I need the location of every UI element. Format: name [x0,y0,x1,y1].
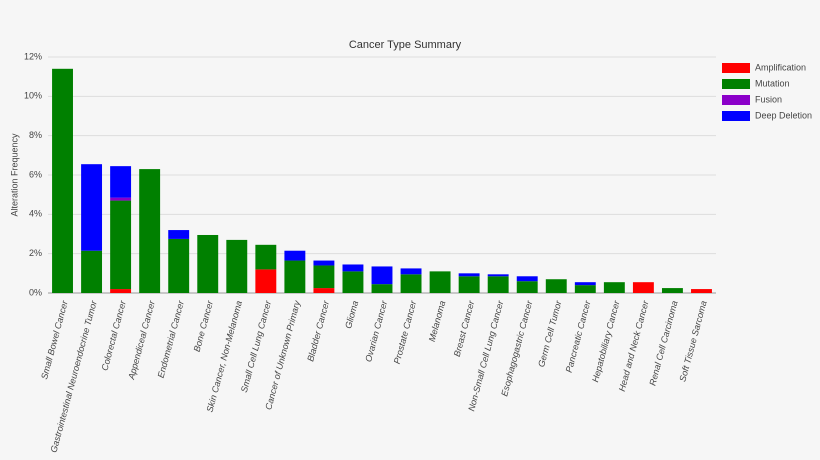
x-tick-label: Prostate Cancer [392,299,419,365]
x-tick-label: Melanoma [427,300,448,343]
legend-label: Amplification [755,62,806,72]
bar-segment [197,234,219,293]
bar-segment [603,282,625,293]
y-tick-label: 2% [29,248,42,258]
bar-segment [487,274,509,277]
x-tick-label: Breast Cancer [452,299,477,358]
y-tick-label: 4% [29,209,42,219]
x-tick-label: Bone Cancer [192,299,216,353]
bar-segment [429,271,451,293]
bar-segment [110,200,132,290]
x-tick-label: Small Bowel Cancer [39,299,70,381]
chart-title: Cancer Type Summary [349,39,462,51]
y-tick-label: 10% [24,91,42,101]
bar-segment [400,268,422,275]
x-tick-label: Small Cell Lung Cancer [239,299,273,394]
bar-segment [371,284,393,293]
x-tick-label: Soft Tissue Sarcoma [677,300,708,383]
bar-segment [168,238,190,293]
x-tick-label: Ovarian Cancer [363,299,389,363]
bar-segment [81,250,103,293]
bar-segment [661,288,683,293]
y-tick-label: 8% [29,130,42,140]
bar-segment [545,279,567,293]
bar-segment [371,266,393,285]
bar-segment [284,250,306,261]
bar-segment [516,276,538,282]
bar-segment [400,274,422,293]
bar-segment [313,265,335,289]
bar-segment [574,285,596,293]
bar-segment [458,276,480,293]
legend-swatch [722,111,750,121]
bar-segment [574,282,596,286]
x-tick-label: Renal Cell Carcinoma [647,300,679,387]
bar-segment [632,282,654,293]
legend-label: Deep Deletion [755,110,812,120]
bar-segment [110,197,132,201]
bar-segment [255,269,277,293]
x-tick-label: Endometrial Cancer [156,299,187,379]
bar-segment [313,260,335,266]
y-axis-label: Alteration Frequency [9,133,19,217]
x-tick-label: Esophagogastric Cancer [499,299,534,398]
x-tick-label: Appendiceal Cancer [126,299,157,382]
legend-label: Fusion [755,94,782,104]
legend-swatch [722,79,750,89]
bar-segment [284,260,306,293]
legend-swatch [722,63,750,73]
legend-swatch [722,95,750,105]
bar-segment [81,164,103,251]
x-tick-label: Colorectal Cancer [100,299,129,372]
bar-segment [342,264,364,272]
bar-segment [691,289,712,293]
x-tick-label: Pancreatic Cancer [564,299,593,374]
legend-label: Mutation [755,78,790,88]
bar-segment [313,288,335,293]
bar-segment [255,244,277,270]
bar-segment [52,68,73,293]
y-tick-label: 12% [24,51,42,61]
x-tick-label: Germ Cell Tumor [536,299,564,369]
x-tick-label: Glioma [343,300,360,330]
bar-segment [516,281,538,293]
x-tick-label: Head and Neck Cancer [617,299,651,393]
bar-segment [139,169,161,293]
bar-segment [110,166,132,198]
y-tick-label: 0% [29,287,42,297]
bar-segment [168,230,190,239]
bar-segment [487,276,509,293]
bar-segment [342,271,364,293]
x-tick-label: Bladder Cancer [305,299,331,363]
bar-segment [458,273,480,277]
x-tick-label: Hepatobiliary Cancer [590,299,622,384]
bar-segment [110,289,132,293]
bar-segment [226,239,248,293]
y-tick-label: 6% [29,169,42,179]
